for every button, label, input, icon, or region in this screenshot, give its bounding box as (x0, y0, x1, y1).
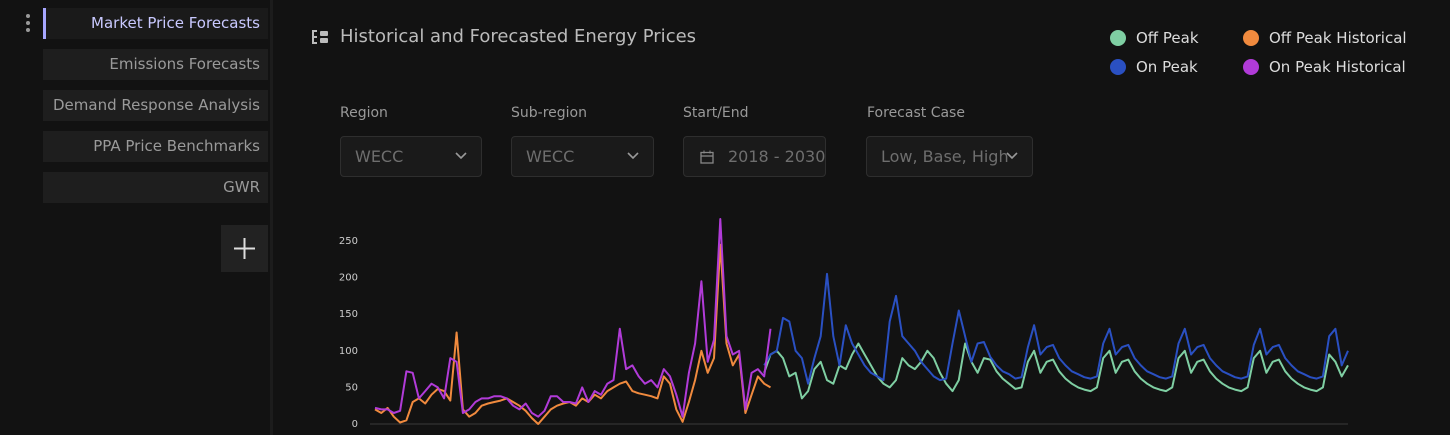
sidebar: Market Price Forecasts Emissions Forecas… (0, 0, 273, 435)
nav-item[interactable]: Demand Response Analysis (43, 90, 268, 121)
y-tick-label: 100 (339, 346, 358, 357)
filter-label: Forecast Case (867, 105, 965, 121)
legend-swatch (1243, 30, 1259, 46)
y-tick-label: 150 (339, 309, 358, 320)
legend-label: Off Peak Historical (1269, 29, 1407, 47)
nav-item[interactable]: GWR (43, 172, 268, 203)
filter-label: Start/End (683, 105, 749, 121)
series-line (374, 243, 772, 425)
legend-item[interactable]: On Peak Historical (1243, 58, 1406, 76)
select-value: WECC (526, 147, 575, 166)
chart-title: Historical and Forecasted Energy Prices (340, 26, 697, 47)
nav-item[interactable]: Emissions Forecasts (43, 49, 268, 80)
legend-swatch (1110, 30, 1126, 46)
forecast-case-select[interactable]: Low, Base, High (866, 136, 1033, 177)
series-line (374, 218, 772, 418)
select-value: Low, Base, High (881, 147, 1009, 166)
y-tick-label: 250 (339, 236, 358, 247)
legend-swatch (1243, 59, 1259, 75)
legend-swatch (1110, 59, 1126, 75)
region-select[interactable]: WECC (340, 136, 482, 177)
legend-item[interactable]: Off Peak (1110, 29, 1199, 47)
filter-label: Sub-region (511, 105, 587, 121)
legend-item[interactable]: On Peak (1110, 58, 1198, 76)
plus-icon (234, 238, 255, 259)
filter-label: Region (340, 105, 388, 121)
series-line (763, 342, 1349, 400)
select-value: 2018 - 2030 (728, 147, 826, 166)
nav-item[interactable]: PPA Price Benchmarks (43, 131, 268, 162)
legend-item[interactable]: Off Peak Historical (1243, 29, 1407, 47)
legend-label: Off Peak (1136, 29, 1199, 47)
legend-label: On Peak (1136, 58, 1198, 76)
add-button[interactable] (221, 225, 268, 272)
chevron (627, 152, 639, 160)
calendar-icon (700, 150, 714, 164)
series-line (763, 272, 1349, 385)
nav-item[interactable]: Market Price Forecasts (43, 8, 268, 39)
subregion-select[interactable]: WECC (511, 136, 654, 177)
title-icon (312, 30, 328, 44)
y-tick-label: 50 (345, 382, 358, 393)
legend-label: On Peak Historical (1269, 58, 1406, 76)
chevron (1006, 152, 1018, 160)
y-tick-label: 200 (339, 273, 358, 284)
date-range[interactable]: 2018 - 2030 (683, 136, 826, 177)
y-tick-label: 0 (352, 419, 358, 430)
menu-icon[interactable] (26, 14, 30, 35)
chevron (455, 152, 467, 160)
select-value: WECC (355, 147, 404, 166)
